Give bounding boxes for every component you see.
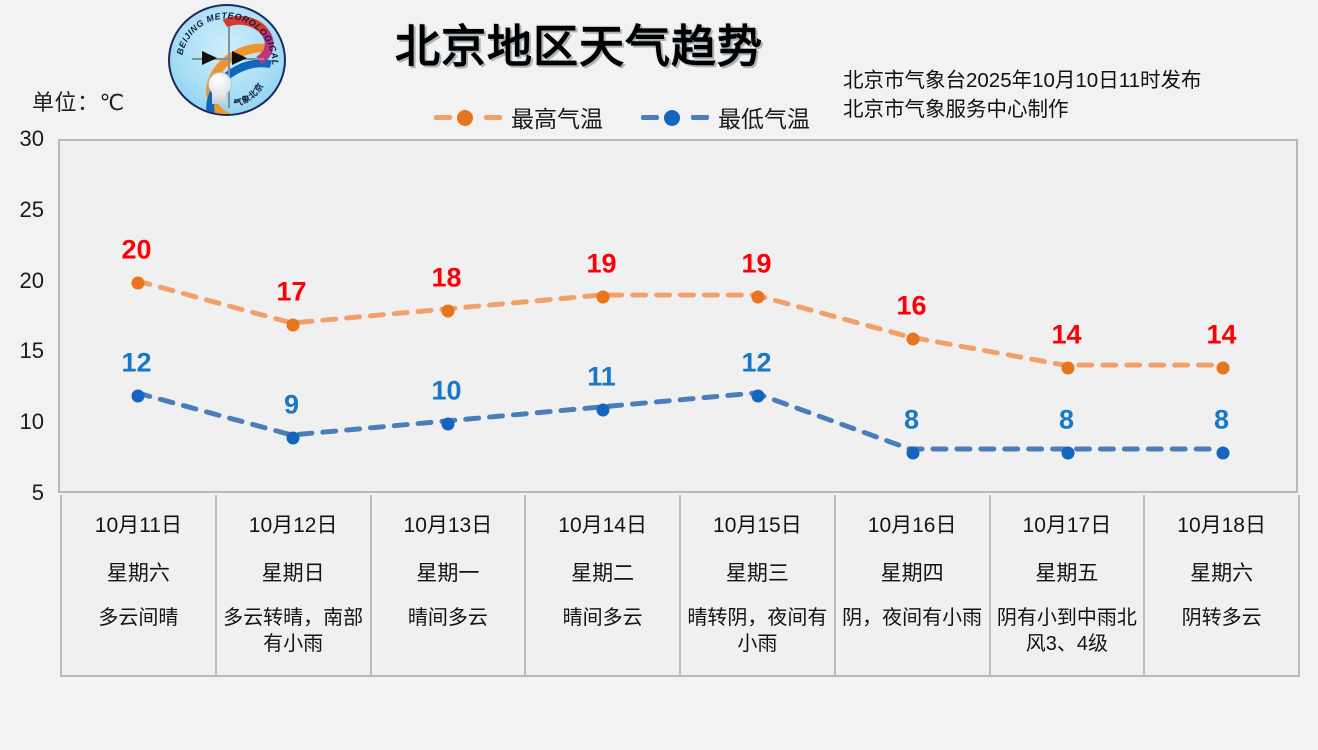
logo-ring-text-cn: 气象北京	[231, 80, 265, 109]
y-axis-tick: 30	[19, 126, 44, 151]
forecast-day-column[interactable]: 10月18日 星期六阴转多云	[1145, 495, 1298, 675]
forecast-description: 晴间多云	[562, 607, 643, 629]
legend-swatch-low-temp-icon	[641, 108, 709, 126]
forecast-description: 阴，夜间有小雨	[842, 607, 983, 629]
forecast-weekday: 星期二	[571, 562, 635, 585]
chart-legend: 最高气温 最低气温	[434, 100, 810, 134]
y-axis-tick: 5	[31, 480, 44, 505]
forecast-date: 10月12日	[248, 514, 338, 537]
logo-cross-vertical	[228, 26, 230, 108]
logo-arrow-left-icon	[202, 51, 217, 65]
data-point-marker	[906, 446, 919, 460]
forecast-weekday: 星期一	[416, 562, 480, 585]
forecast-date: 10月11日	[94, 514, 182, 537]
forecast-date: 10月17日	[1022, 514, 1112, 537]
data-point-marker	[1061, 361, 1074, 375]
forecast-date: 10月14日	[558, 514, 647, 537]
data-point-label: 14	[1051, 319, 1082, 350]
data-point-marker	[286, 431, 299, 445]
data-point-marker	[131, 389, 144, 403]
data-point-marker	[131, 276, 144, 290]
forecast-weekday: 星期三	[725, 562, 789, 585]
forecast-day-column[interactable]: 10月15日 星期三晴转阴，夜间有小雨	[681, 495, 836, 675]
data-point-label: 18	[431, 262, 462, 293]
data-point-marker	[596, 403, 609, 417]
header: 单位：℃ BEIJING METEOROLOGICAL SERVICE 气象北京	[0, 0, 1318, 132]
data-point-marker	[751, 290, 764, 304]
data-point-marker	[906, 332, 919, 346]
chart-plot-area: 20 17 18 19 19 16 14 14 12 9 10 11 12 8 8 8	[58, 139, 1298, 493]
data-point-marker	[286, 318, 299, 332]
temperature-line-chart	[134, 278, 1222, 452]
data-point-label: 19	[586, 248, 617, 279]
data-point-marker	[1216, 446, 1229, 460]
forecast-date: 10月16日	[867, 514, 957, 537]
data-point-marker	[1216, 361, 1229, 375]
forecast-weekday: 星期五	[1035, 562, 1099, 585]
y-axis-tick: 20	[19, 267, 44, 293]
page-title: 北京地区天气趋势	[395, 21, 764, 72]
y-axis-tick: 10	[19, 409, 44, 435]
forecast-date: 10月15日	[713, 514, 802, 537]
legend-swatch-high-temp-icon	[434, 108, 502, 126]
data-point-label: 19	[741, 248, 772, 279]
logo-radar-stem	[212, 92, 226, 104]
data-point-marker	[441, 417, 454, 431]
forecast-description: 多云间晴	[98, 607, 179, 629]
forecast-weekday: 星期六	[1190, 562, 1254, 585]
forecast-day-column[interactable]: 10月17日 星期五阴有小到中雨北风3、4级	[991, 495, 1146, 675]
data-point-label: 14	[1206, 319, 1237, 350]
forecast-date: 10月13日	[403, 514, 493, 537]
forecast-day-column[interactable]: 10月11日 星期六多云间晴	[62, 495, 217, 675]
data-point-label: 8	[903, 404, 920, 435]
logo-ring-text-cn-path: 气象北京	[231, 80, 265, 109]
beijing-meteorological-service-logo: BEIJING METEOROLOGICAL SERVICE 气象北京	[168, 4, 286, 116]
data-point-label: 8	[1213, 404, 1230, 435]
forecast-weekday: 星期六	[106, 562, 170, 585]
forecast-date: 10月18日	[1177, 514, 1266, 537]
legend-item-high-temp: 最高气温	[434, 100, 603, 134]
legend-label-high-temp: 最高气温	[511, 106, 603, 132]
data-point-marker	[1061, 446, 1074, 460]
forecast-description: 多云转晴，南部有小雨	[223, 607, 364, 655]
logo-cross-horizontal	[192, 58, 264, 60]
data-point-label: 17	[276, 276, 307, 307]
series-line-low-temp	[134, 390, 1222, 452]
forecast-day-column[interactable]: 10月12日 星期日多云转晴，南部有小雨	[217, 495, 372, 675]
y-axis: 30 25 20 15 10 5	[0, 126, 52, 505]
forecast-description: 阴有小到中雨北风3、4级	[996, 607, 1137, 655]
y-axis-tick: 25	[19, 196, 44, 222]
data-point-label: 11	[587, 361, 616, 392]
logo-ring-text: BEIJING METEOROLOGICAL SERVICE 气象北京	[170, 6, 280, 109]
forecast-day-table: 10月11日 星期六 多云间晴 10月12日 星期日 多云转晴，南部有小雨 10月13日 星期…	[60, 495, 1300, 677]
series-line-high-temp	[134, 278, 1222, 368]
forecast-description: 晴转阴，夜间有小雨	[687, 607, 828, 655]
logo-ring-text-en: BEIJING METEOROLOGICAL SERVICE	[170, 6, 280, 66]
forecast-day-column[interactable]: 10月14日 星期二晴间多云	[526, 495, 681, 675]
data-point-label: 12	[741, 347, 772, 378]
data-point-label: 10	[431, 375, 462, 406]
data-point-label: 12	[121, 347, 152, 378]
data-point-label: 9	[283, 389, 300, 420]
y-axis-tick: 15	[19, 338, 44, 364]
unit-label: 单位：℃	[32, 90, 125, 115]
data-point-marker	[441, 304, 454, 318]
data-point-label: 20	[121, 234, 152, 265]
legend-label-low-temp: 最低气温	[718, 106, 810, 132]
publish-info: 北京市气象台2025年10月10日11时发布 北京市气象服务中心制作	[843, 69, 1202, 121]
logo-arrow-right-icon	[232, 51, 247, 65]
forecast-day-column[interactable]: 10月16日 星期四阴，夜间有小雨	[836, 495, 991, 675]
data-point-marker	[596, 290, 609, 304]
logo-ring-text-en-path: BEIJING METEOROLOGICAL SERVICE	[170, 6, 280, 66]
legend-item-low-temp: 最低气温	[641, 100, 810, 134]
forecast-description: 晴间多云	[407, 607, 488, 629]
data-point-label: 8	[1058, 404, 1075, 435]
forecast-day-column[interactable]: 10月13日 星期一晴间多云	[372, 495, 527, 675]
forecast-weekday: 星期四	[880, 562, 944, 585]
forecast-description: 阴转多云	[1181, 607, 1262, 629]
data-point-marker	[751, 389, 764, 403]
data-point-label: 16	[896, 290, 927, 321]
forecast-weekday: 星期日	[261, 562, 325, 585]
